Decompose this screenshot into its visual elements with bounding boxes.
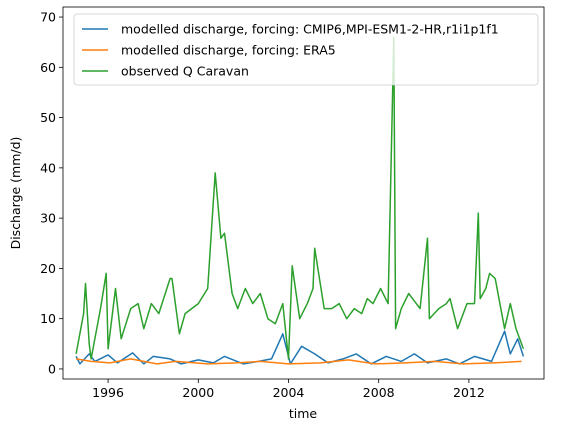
y-axis-label: Discharge (mm/d) bbox=[8, 137, 23, 250]
y-tick-label: 30 bbox=[40, 211, 56, 226]
series-line-2 bbox=[75, 358, 522, 365]
y-tick-label: 70 bbox=[40, 10, 56, 25]
x-tick-label: 2012 bbox=[453, 385, 485, 400]
legend-box bbox=[73, 13, 539, 86]
y-tick-label: 60 bbox=[40, 60, 56, 75]
legend-label-1: modelled discharge, forcing: CMIP6,MPI-E… bbox=[121, 22, 499, 37]
y-tick-label: 0 bbox=[48, 361, 56, 376]
legend-label-2: modelled discharge, forcing: ERA5 bbox=[121, 43, 336, 58]
y-tick-label: 40 bbox=[40, 160, 56, 175]
y-tick-label: 50 bbox=[40, 110, 56, 125]
x-tick-label: 1996 bbox=[92, 385, 124, 400]
plot-frame bbox=[62, 6, 545, 380]
x-tick-label: 2008 bbox=[363, 385, 395, 400]
x-axis: 1996 2000 2004 2008 2012 bbox=[92, 379, 485, 400]
x-axis-label: time bbox=[289, 406, 318, 421]
y-axis: 0 10 20 30 40 50 60 70 bbox=[40, 10, 63, 376]
series-layer bbox=[75, 36, 525, 365]
x-tick-label: 2004 bbox=[273, 385, 305, 400]
series-line-3 bbox=[75, 36, 525, 360]
y-tick-label: 20 bbox=[40, 261, 56, 276]
x-tick-label: 2000 bbox=[182, 385, 214, 400]
series-line-1 bbox=[75, 330, 525, 365]
legend: modelled discharge, forcing: CMIP6,MPI-E… bbox=[73, 13, 539, 86]
y-tick-label: 10 bbox=[40, 311, 56, 326]
legend-label-3: observed Q Caravan bbox=[121, 64, 249, 79]
